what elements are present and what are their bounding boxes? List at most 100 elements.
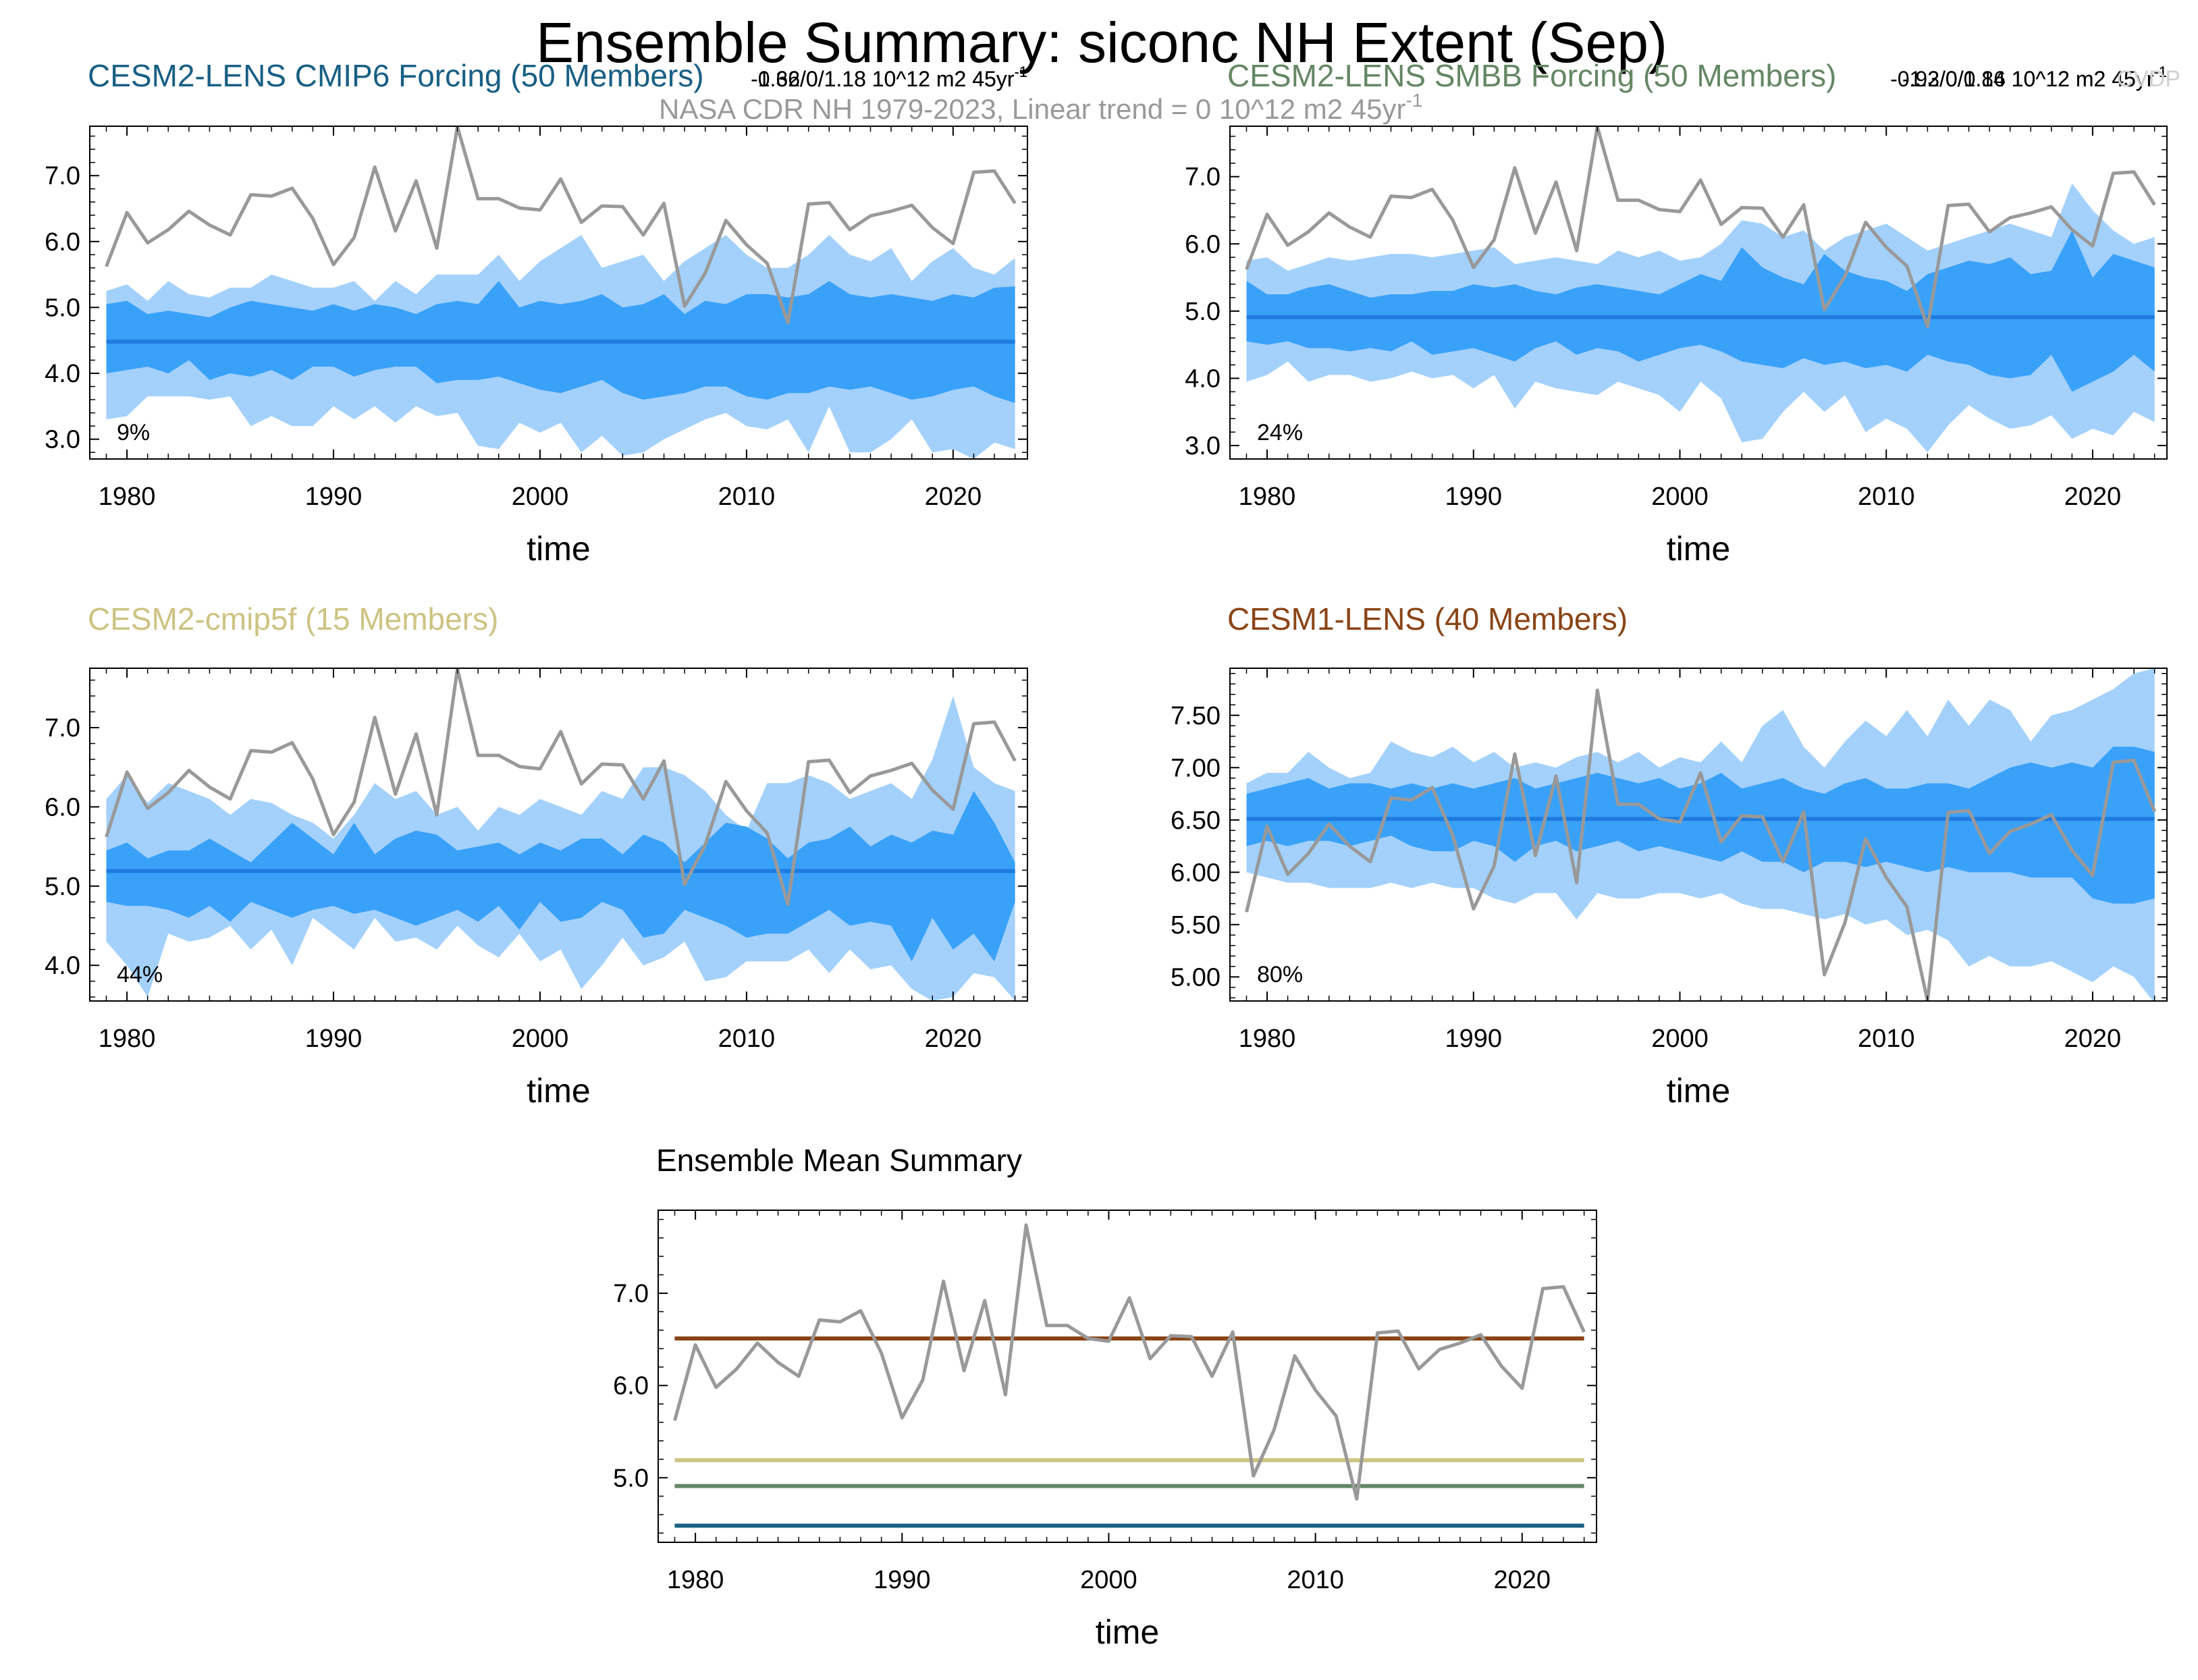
ensemble-spread-band xyxy=(106,790,1015,962)
x-tick-label: 2010 xyxy=(1287,1566,1344,1594)
panel-cesm2-lens-cmip6: CESM2-LENS CMIP6 Forcing (50 Members) 19… xyxy=(45,58,1028,568)
x-tick-label: 2000 xyxy=(512,483,569,511)
x-tick-label: 2010 xyxy=(718,483,776,511)
plot-frame xyxy=(658,1210,1597,1543)
x-tick-label: 2020 xyxy=(2064,483,2122,511)
panel-title: CESM2-LENS SMBB Forcing (50 Members) xyxy=(1227,58,1836,93)
panel-cesm2-cmip5f: CESM2-cmip5f (15 Members) 1980 1990 2000 20… xyxy=(45,63,1028,1110)
y-tick-label: 6.50 xyxy=(1171,807,1221,835)
x-tick-label: 1990 xyxy=(305,1025,363,1053)
x-tick-label: 1980 xyxy=(99,483,156,511)
y-tick-label: 3.0 xyxy=(45,426,80,454)
plot-frame xyxy=(89,668,1028,1002)
trend-label-sup: -1 xyxy=(1014,63,1027,80)
trend-label: -1.32/0/1.18 10^12 m2 45yr-1 xyxy=(751,63,1027,91)
x-axis-label: time xyxy=(1667,530,1730,568)
panel-title: CESM2-cmip5f (15 Members) xyxy=(88,601,498,636)
trend-label: -0.66/0/1.18 10^12 m2 45yr-1 xyxy=(751,63,1027,91)
x-axis-label: time xyxy=(1096,1613,1159,1651)
observed-series-line xyxy=(105,668,1017,906)
y-tick-label: 4.0 xyxy=(45,360,80,388)
plot-area xyxy=(105,126,1017,459)
panel-title: Ensemble Mean Summary xyxy=(656,1143,1022,1178)
x-tick-label: 2000 xyxy=(512,1025,569,1053)
y-tick-label: 7.0 xyxy=(45,714,80,742)
trend-label-text: -1.2/0/1.16 10^12 m2 45yr xyxy=(1902,67,2154,91)
panel-plot: 1980 1990 2000 2010 2020 3.0 4.0 5.0 6.0 7.0 time -… xyxy=(45,63,1028,568)
y-tick-label: 6.00 xyxy=(1171,859,1221,887)
observed-series-line xyxy=(1245,126,2156,329)
plot-area xyxy=(1245,668,2157,1001)
y-tick-label: 6.0 xyxy=(1185,230,1221,259)
observed-series-line xyxy=(1245,688,2157,1001)
figure-title: Ensemble Summary: siconc NH Extent (Sep) xyxy=(536,11,1667,74)
panel-title: CESM1-LENS (40 Members) xyxy=(1227,601,1628,636)
panel-cesm1-lens: CESM1-LENS (40 Members) 1980 1990 2000 2010… xyxy=(1171,63,2168,1110)
y-tick-label: 4.0 xyxy=(45,952,80,980)
y-tick-label: 6.0 xyxy=(613,1372,649,1401)
trend-label-text: -1.32/0/1.18 10^12 m2 45yr xyxy=(751,67,1015,91)
x-tick-label: 2000 xyxy=(1651,483,1709,511)
x-axis-label: time xyxy=(527,530,590,568)
x-tick-label: 2000 xyxy=(1080,1566,1137,1594)
ensemble-spread-band xyxy=(1246,747,2155,904)
y-tick-label: 5.0 xyxy=(45,873,80,901)
panel-title: CESM2-LENS CMIP6 Forcing (50 Members) xyxy=(88,58,704,93)
y-tick-label: 6.0 xyxy=(45,793,80,821)
cvdp-watermark: CVDP xyxy=(2117,66,2180,92)
obs-trend-text: NASA CDR NH 1979-2023, Linear trend = 0 … xyxy=(659,93,1405,125)
y-tick-label: 4.0 xyxy=(1185,364,1221,393)
panel-plot: 1980 1990 2000 2010 2020 5.00 5.50 6.00 6.50 7.00… xyxy=(1171,63,2168,1110)
panel-plot: 1980 1990 2000 2010 2020 3.0 4.0 5.0 6.0 7.0 time -… xyxy=(1185,63,2168,568)
plot-frame xyxy=(1229,668,2168,1002)
y-tick-label: 7.0 xyxy=(613,1280,649,1308)
panel-ensemble-mean-summary: Ensemble Mean Summary 1980 1990 2000 2010 20… xyxy=(613,1143,1597,1651)
y-tick-label: 5.50 xyxy=(1171,911,1221,940)
trend-label-sup: -1 xyxy=(2153,63,2167,80)
y-tick-label: 7.00 xyxy=(1171,754,1221,782)
x-tick-label: 2020 xyxy=(925,483,982,511)
x-tick-label: 2010 xyxy=(718,1025,776,1053)
x-tick-label: 2020 xyxy=(2064,1025,2122,1053)
percent-label: 80% xyxy=(1257,962,1303,987)
x-axis-label: time xyxy=(1667,1072,1730,1110)
plot-area xyxy=(1245,126,2156,452)
x-tick-label: 2020 xyxy=(1494,1566,1551,1594)
y-tick-label: 5.00 xyxy=(1171,963,1221,992)
percent-label: 44% xyxy=(117,962,163,987)
x-tick-label: 1980 xyxy=(1239,1025,1296,1053)
plot-frame xyxy=(1229,126,2168,460)
y-tick-label: 5.0 xyxy=(1185,298,1221,326)
trend-label-text: -0.93/0/0.84 10^12 m2 45yr xyxy=(1890,67,2154,91)
obs-trend-label: NASA CDR NH 1979-2023, Linear trend = 0 … xyxy=(659,90,1422,125)
y-tick-label: 5.0 xyxy=(45,294,80,322)
plot-area xyxy=(105,668,1017,1001)
y-tick-label: 7.0 xyxy=(1185,163,1221,192)
panel-cesm2-lens-smbb: CESM2-LENS SMBB Forcing (50 Members) 198… xyxy=(1185,58,2168,568)
x-tick-label: 1990 xyxy=(1445,1025,1502,1053)
panel-plot: 1980 1990 2000 2010 2020 4.0 5.0 6.0 7.0 time -0.6… xyxy=(45,63,1028,1110)
plot-frame xyxy=(89,126,1028,460)
plot-area xyxy=(673,1223,1586,1528)
trend-label-sup: -1 xyxy=(1014,63,1027,80)
percent-label: 24% xyxy=(1257,420,1303,445)
x-axis-label: time xyxy=(527,1072,590,1110)
observed-series-line xyxy=(105,126,1017,325)
percent-label: 9% xyxy=(117,420,150,445)
y-tick-label: 5.0 xyxy=(613,1464,649,1492)
y-tick-label: 7.0 xyxy=(45,162,80,190)
y-tick-label: 7.50 xyxy=(1171,702,1221,730)
x-tick-label: 2020 xyxy=(925,1025,982,1053)
trend-label: -1.2/0/1.16 10^12 m2 45yr-1 xyxy=(1902,63,2167,91)
trend-label-sup: -1 xyxy=(2153,63,2167,80)
x-tick-label: 1990 xyxy=(1445,483,1502,511)
y-tick-label: 3.0 xyxy=(1185,432,1221,460)
ensemble-spread-band xyxy=(1246,230,2155,392)
obs-trend-sup: -1 xyxy=(1405,90,1422,111)
x-tick-label: 1990 xyxy=(874,1566,931,1594)
x-tick-label: 1990 xyxy=(305,483,363,511)
x-tick-label: 1980 xyxy=(99,1025,156,1053)
trend-label-text: -0.66/0/1.18 10^12 m2 45yr xyxy=(751,67,1015,91)
x-tick-label: 2010 xyxy=(1858,483,1915,511)
